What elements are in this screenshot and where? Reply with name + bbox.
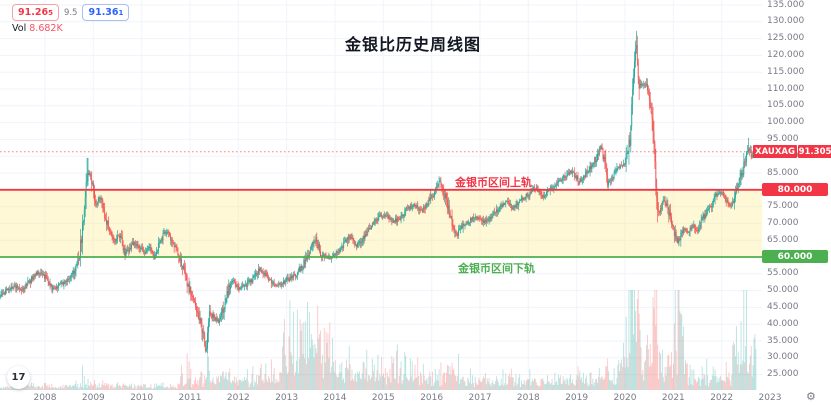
upper-band-price-tag: 80.000 — [762, 183, 828, 196]
price-tick-label: 125.000 — [767, 33, 805, 44]
volume-legend: Vol 8.682K — [12, 23, 63, 34]
current-price-tag: XAUXAG 91.305 — [753, 145, 831, 158]
price-tick-label: 40.000 — [767, 318, 799, 329]
price-tick-label: 100.000 — [767, 117, 805, 128]
sell-price: 91.26 — [18, 7, 49, 18]
year-tick-label: 2021 — [661, 393, 685, 403]
year-tick-label: 2008 — [33, 393, 57, 403]
price-tick-label: 35.000 — [767, 335, 799, 346]
year-tick-label: 2022 — [710, 393, 734, 403]
year-tick-label: 2009 — [81, 393, 105, 403]
spread-value: 9.5 — [63, 7, 78, 18]
year-tick-label: 2015 — [371, 393, 395, 403]
price-tick-label: 85.000 — [767, 167, 799, 178]
year-tick-label: 2020 — [613, 393, 637, 403]
year-tick-label: 2012 — [226, 393, 250, 403]
price-tick-label: 25.000 — [767, 369, 799, 380]
volume-value: 8.682K — [29, 23, 63, 34]
time-axis[interactable]: 2008 2009 2010 2011 2012 2013 2014 2015 2016 2017… — [0, 390, 831, 405]
symbol-tag: XAUXAG — [753, 145, 797, 158]
lower-band-price-tag: 60.000 — [762, 250, 828, 263]
sell-button[interactable]: 91.26 5 — [12, 4, 59, 21]
year-tick-label: 2018 — [516, 393, 540, 403]
price-tick-label: 65.000 — [767, 234, 799, 245]
price-tick-label: 120.000 — [767, 49, 805, 60]
sell-price-sup: 5 — [48, 8, 53, 17]
buy-price: 91.36 — [88, 7, 119, 18]
settings-gear-icon[interactable]: ⚙ — [806, 390, 816, 403]
current-price-value: 91.305 — [798, 145, 831, 158]
price-tick-label: 110.000 — [767, 83, 805, 94]
year-tick-label: 2016 — [420, 393, 444, 403]
price-tick-label: 50.000 — [767, 285, 799, 296]
price-tick-label: 95.000 — [767, 133, 799, 144]
lower-band-label[interactable]: 金银币区间下轨 — [458, 262, 535, 275]
price-tick-label: 75.000 — [767, 201, 799, 212]
year-tick-label: 2014 — [323, 393, 347, 403]
year-tick-label: 2013 — [275, 393, 299, 403]
trade-widget: 91.26 5 9.5 91.36 1 — [12, 4, 130, 21]
price-tick-label: 30.000 — [767, 352, 799, 363]
upper-band-label[interactable]: 金银币区间上轨 — [455, 176, 532, 189]
year-tick-label: 2023 — [758, 393, 782, 403]
year-tick-label: 2019 — [565, 393, 589, 403]
year-tick-label: 2011 — [178, 393, 202, 403]
chart-title: 金银比历史周线图 — [344, 35, 482, 54]
buy-price-sup: 1 — [118, 8, 124, 17]
year-tick-label: 2010 — [130, 393, 154, 403]
price-tick-label: 45.000 — [767, 301, 799, 312]
price-tick-label: 105.000 — [767, 100, 805, 111]
price-tick-label: 55.000 — [767, 268, 799, 279]
price-tick-label: 115.000 — [767, 66, 805, 77]
price-tick-label: 135.000 — [767, 0, 805, 10]
tradingview-logo-icon[interactable]: 17 — [7, 366, 30, 389]
price-tick-label: 130.000 — [767, 16, 805, 27]
year-tick-label: 2017 — [468, 393, 492, 403]
volume-label: Vol — [12, 23, 27, 34]
buy-button[interactable]: 91.36 1 — [82, 4, 130, 21]
price-tick-label: 70.000 — [767, 217, 799, 228]
